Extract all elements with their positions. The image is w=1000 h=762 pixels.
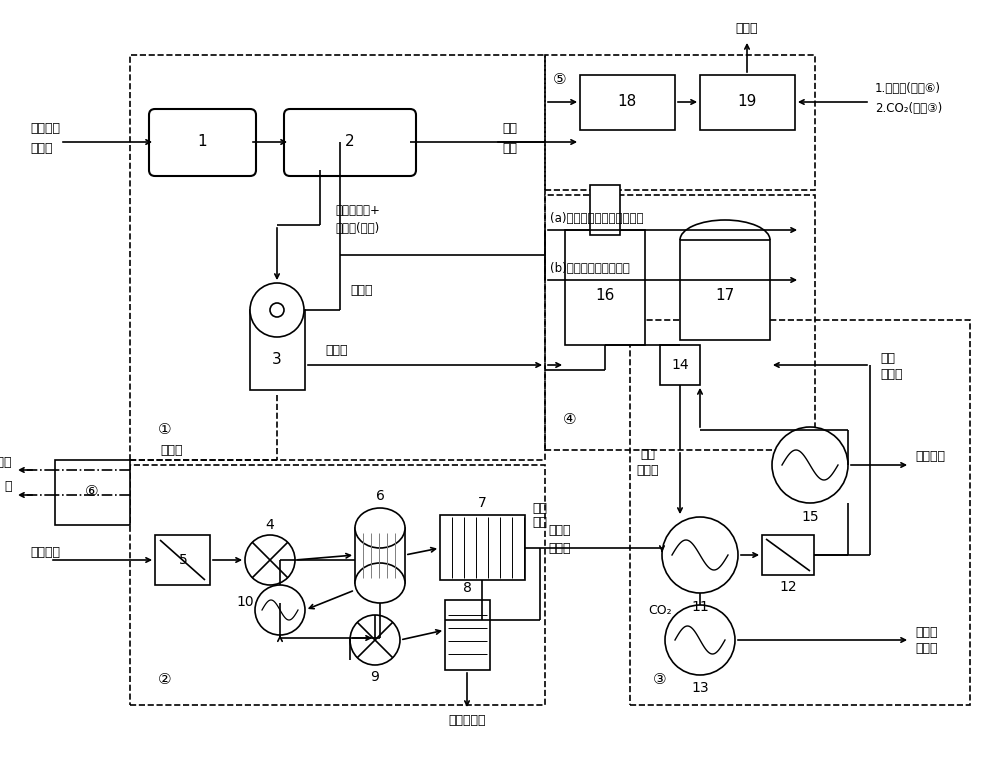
Bar bbox=[130, 55, 545, 460]
Bar bbox=[55, 460, 130, 525]
Text: 合成: 合成 bbox=[880, 351, 895, 364]
Circle shape bbox=[665, 605, 735, 675]
Ellipse shape bbox=[355, 563, 405, 603]
Text: 1.水蒸气(来自⑥): 1.水蒸气(来自⑥) bbox=[875, 82, 941, 94]
Ellipse shape bbox=[355, 508, 405, 548]
Text: 排放或: 排放或 bbox=[915, 626, 938, 639]
Text: 固态: 固态 bbox=[503, 121, 518, 135]
Text: 10: 10 bbox=[236, 595, 254, 609]
Text: 热解油: 热解油 bbox=[325, 344, 348, 357]
Text: 固体生物: 固体生物 bbox=[30, 121, 60, 135]
Text: 14: 14 bbox=[671, 358, 689, 372]
Text: 天然气: 天然气 bbox=[637, 463, 659, 476]
Text: 热解油: 热解油 bbox=[160, 443, 182, 456]
Text: 3: 3 bbox=[272, 353, 282, 367]
Text: 粗合成: 粗合成 bbox=[549, 523, 571, 536]
Text: 高温合成气+: 高温合成气+ bbox=[335, 203, 380, 216]
Text: 液体原料: 液体原料 bbox=[30, 546, 60, 559]
Text: (a)热解或改性加热用合成气: (a)热解或改性加热用合成气 bbox=[550, 212, 644, 225]
Text: 9: 9 bbox=[371, 670, 379, 684]
Text: 19: 19 bbox=[737, 94, 757, 110]
Bar bbox=[250, 310, 305, 390]
Circle shape bbox=[350, 615, 400, 665]
Text: 2.CO₂(来自③): 2.CO₂(来自③) bbox=[875, 101, 942, 114]
Text: ①: ① bbox=[158, 422, 172, 437]
Text: 15: 15 bbox=[801, 510, 819, 524]
Bar bbox=[155, 535, 210, 585]
Text: 8: 8 bbox=[463, 581, 471, 595]
Bar bbox=[660, 345, 700, 385]
Circle shape bbox=[662, 517, 738, 593]
Text: 水蒸气: 水蒸气 bbox=[0, 456, 12, 469]
Circle shape bbox=[772, 427, 848, 503]
Text: 冷水: 冷水 bbox=[532, 516, 548, 529]
Bar bbox=[630, 320, 970, 705]
Text: ④: ④ bbox=[563, 412, 577, 427]
Bar bbox=[440, 515, 525, 580]
Bar bbox=[565, 230, 645, 345]
Bar bbox=[762, 535, 814, 575]
Text: 1: 1 bbox=[197, 135, 207, 149]
Text: 碳改性: 碳改性 bbox=[915, 642, 938, 655]
Bar bbox=[545, 195, 815, 450]
Text: 质原料: 质原料 bbox=[30, 142, 52, 155]
Text: 活性炭: 活性炭 bbox=[736, 21, 758, 34]
Text: 11: 11 bbox=[691, 600, 709, 614]
Bar bbox=[445, 600, 490, 670]
Text: CO₂: CO₂ bbox=[648, 604, 672, 616]
Text: 17: 17 bbox=[715, 287, 735, 303]
Text: ③: ③ bbox=[653, 673, 667, 687]
Text: 产物: 产物 bbox=[503, 142, 518, 155]
Bar bbox=[130, 465, 545, 705]
Text: 13: 13 bbox=[691, 681, 709, 695]
Text: 2: 2 bbox=[345, 135, 355, 149]
Text: 放水或补水: 放水或补水 bbox=[448, 713, 486, 726]
Bar bbox=[580, 75, 675, 130]
Text: 12: 12 bbox=[779, 580, 797, 594]
FancyBboxPatch shape bbox=[149, 109, 256, 176]
Text: ⑤: ⑤ bbox=[553, 72, 567, 88]
Circle shape bbox=[250, 283, 304, 337]
Text: 4: 4 bbox=[266, 518, 274, 532]
FancyBboxPatch shape bbox=[284, 109, 416, 176]
Circle shape bbox=[255, 585, 305, 635]
Bar bbox=[355, 528, 405, 583]
Text: 7: 7 bbox=[478, 496, 486, 510]
Bar bbox=[590, 185, 620, 235]
Circle shape bbox=[245, 535, 295, 585]
Text: 燃气管网: 燃气管网 bbox=[915, 450, 945, 463]
Bar bbox=[700, 75, 795, 130]
Text: 16: 16 bbox=[595, 287, 615, 303]
Text: 5: 5 bbox=[179, 553, 187, 567]
Circle shape bbox=[270, 303, 284, 317]
Text: 18: 18 bbox=[617, 94, 637, 110]
Text: 高压: 高压 bbox=[532, 501, 548, 514]
Text: 6: 6 bbox=[376, 489, 384, 503]
Text: 天然气: 天然气 bbox=[549, 542, 571, 555]
Bar bbox=[680, 240, 770, 340]
Text: ⑥: ⑥ bbox=[85, 485, 99, 500]
Text: 合成: 合成 bbox=[640, 449, 656, 462]
Text: (b)就近用户或掺入气网: (b)就近用户或掺入气网 bbox=[550, 261, 630, 274]
Text: 电: 电 bbox=[5, 481, 12, 494]
Text: 天然气: 天然气 bbox=[880, 369, 902, 382]
Text: 热解油(气态): 热解油(气态) bbox=[335, 222, 379, 235]
Text: ②: ② bbox=[158, 673, 172, 687]
Bar bbox=[545, 55, 815, 190]
Text: 合成气: 合成气 bbox=[350, 283, 372, 296]
